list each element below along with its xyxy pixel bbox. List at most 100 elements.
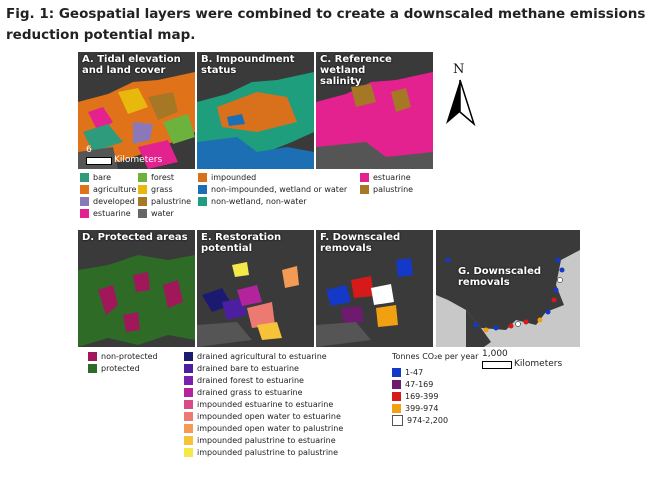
legend-restoration-item: impounded open water to estuarine [184,410,344,422]
legend-removals: Tonnes CO₂e per year 1-47 47-169 169-399 39… [392,352,492,426]
figure-title: Fig. 1: Geospatial layers were combined … [6,6,646,43]
legend-landcover-swatch [80,196,89,206]
legend-landcover-item: palustrine [138,195,196,207]
legend-impoundment-item: non-impounded, wetland or water [198,183,348,195]
legend-removals-swatch [392,414,403,426]
legend-protected-item: protected [88,362,178,374]
legend-impoundment-label: non-wetland, non-water [211,196,307,206]
legend-removals-item: 169-399 [392,390,492,402]
panel-a-tidal-landcover: A. Tidal elevation and land cover 6 Kilo… [78,52,195,169]
legend-impoundment-swatch [198,184,207,194]
legend-restoration-swatch [184,411,193,421]
legend-landcover-swatch [138,172,147,182]
legend-restoration-swatch [184,387,193,397]
legend-landcover-item: forest [138,171,196,183]
legend-removals-swatch [392,391,401,401]
legend-landcover-label: agriculture [93,184,137,194]
legend-restoration-item: drained forest to estuarine [184,374,344,386]
legend-restoration: drained agricultural to estuarine drained… [184,350,344,458]
legend-salinity-label: palustrine [373,184,414,194]
scale-bar-large: 1,000 Kilometers [482,349,582,373]
legend-landcover-item: developed [80,195,138,207]
legend-landcover-label: developed [93,196,135,206]
legend-restoration-swatch [184,351,193,361]
legend-landcover-label: palustrine [151,196,192,206]
legend-restoration-item: impounded estuarine to estuarine [184,398,344,410]
legend-removals-item: 974-2,200 [392,414,492,426]
legend-restoration-label: impounded palustrine to estuarine [197,435,336,445]
legend-restoration-swatch [184,399,193,409]
panel-b-label: B. Impoundment status [201,54,295,76]
panel-f-downscaled: F. Downscaled removals [316,230,433,347]
legend-impoundment-item: impounded [198,171,348,183]
legend-removals-label: 47-169 [405,379,434,389]
scale-bar-large-unit: Kilometers [514,359,563,369]
panel-c-salinity: C. Reference wetland salinity [316,52,433,169]
legend-impoundment-item: non-wetland, non-water [198,195,348,207]
legend-restoration-label: impounded open water to palustrine [197,423,344,433]
legend-removals-item: 399-974 [392,402,492,414]
legend-salinity-item: palustrine [360,183,440,195]
north-arrow-icon [446,79,476,126]
legend-restoration-item: impounded palustrine to palustrine [184,446,344,458]
panel-b-map [197,72,314,169]
legend-landcover-item: grass [138,183,196,195]
legend-landcover-item: estuarine [80,207,138,219]
legend-restoration-item: impounded open water to palustrine [184,422,344,434]
legend-protected-item: non-protected [88,350,178,362]
legend-landcover-label: forest [151,172,175,182]
panel-d-protected: D. Protected areas [78,230,195,347]
legend-landcover-swatch [138,184,147,194]
legend-impoundment-swatch [198,172,207,182]
panel-g-map [436,230,580,347]
legend-impoundment: impounded non-impounded, wetland or water… [198,171,348,207]
scale-bar-large-box [482,361,512,369]
legend-landcover-label: bare [93,172,112,182]
scale-bar-small: 6 Kilometers [84,145,194,167]
legend-removals-swatch [392,379,401,389]
legend-salinity: estuarine palustrine [360,171,440,195]
panel-a-map [78,72,195,169]
legend-restoration-swatch [184,375,193,385]
legend-removals-item: 1-47 [392,366,492,378]
legend-restoration-label: impounded open water to estuarine [197,411,341,421]
legend-restoration-label: drained bare to estuarine [197,363,299,373]
panel-f-label: F. Downscaled removals [320,232,401,254]
panel-e-restoration: E. Restoration potential [197,230,314,347]
legend-restoration-swatch [184,363,193,373]
scale-bar-large-value: 1,000 [482,349,508,359]
legend-restoration-label: impounded palustrine to palustrine [197,447,339,457]
panel-c-map [316,72,433,169]
legend-removals-swatch [392,403,401,413]
legend-removals-swatch [392,367,401,377]
legend-restoration-label: drained grass to estuarine [197,387,303,397]
legend-landcover-item: agriculture [80,183,138,195]
legend-removals-item: 47-169 [392,378,492,390]
legend-landcover: bare forest agriculture grass developed palus… [80,171,196,219]
panel-e-label: E. Restoration potential [201,232,282,254]
legend-landcover-swatch [138,196,147,206]
legend-restoration-label: drained agricultural to estuarine [197,351,327,361]
legend-landcover-swatch [80,208,89,218]
legend-restoration-label: drained forest to estuarine [197,375,304,385]
legend-landcover-swatch [80,184,89,194]
panel-b-impoundment: B. Impoundment status [197,52,314,169]
legend-landcover-swatch [80,172,89,182]
panel-a-label: A. Tidal elevation and land cover [82,54,181,76]
legend-restoration-item: drained grass to estuarine [184,386,344,398]
legend-removals-label: 399-974 [405,403,439,413]
panel-d-map [78,255,195,347]
legend-restoration-label: impounded estuarine to estuarine [197,399,334,409]
legend-restoration-item: drained bare to estuarine [184,362,344,374]
panel-d-label: D. Protected areas [82,232,188,243]
legend-restoration-swatch [184,447,193,457]
legend-restoration-item: drained agricultural to estuarine [184,350,344,362]
legend-landcover-label: grass [151,184,173,194]
legend-landcover-item: water [138,207,196,219]
legend-protected-swatch [88,351,97,361]
north-arrow: N [442,62,478,126]
panel-f-map [316,258,413,347]
panel-c-label: C. Reference wetland salinity [320,54,392,87]
scale-bar-small-box [86,157,112,165]
legend-salinity-label: estuarine [373,172,411,182]
